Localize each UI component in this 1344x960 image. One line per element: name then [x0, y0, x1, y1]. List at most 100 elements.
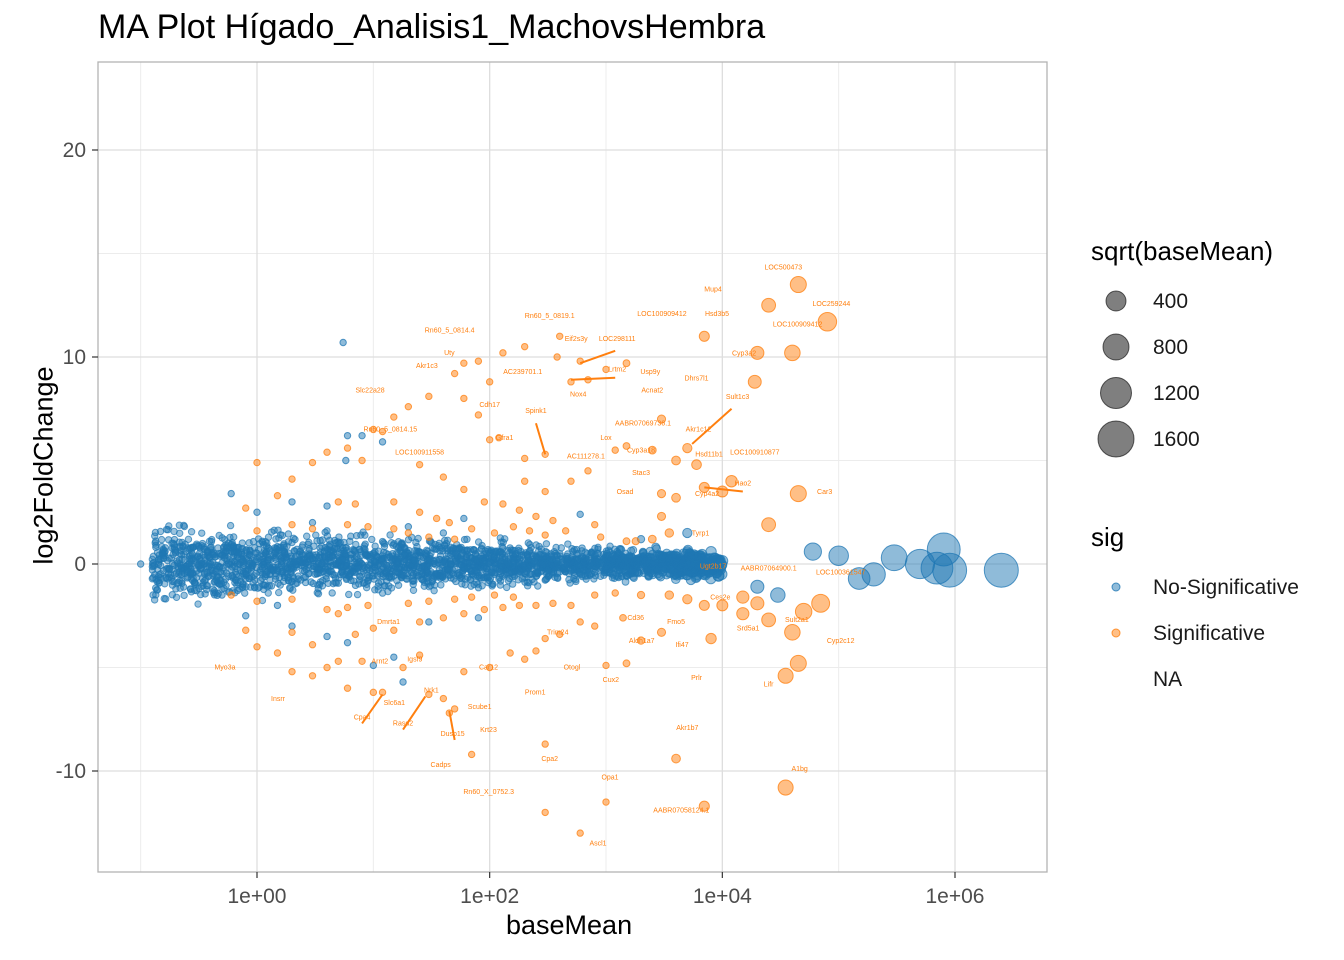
x-tick-label: 1e+06 — [926, 885, 985, 908]
gene-label: Uty — [444, 350, 455, 357]
sig-point — [334, 498, 343, 506]
sig-point — [811, 593, 831, 613]
ns-point — [323, 502, 331, 510]
ns-point — [682, 527, 693, 539]
sig-point — [515, 601, 524, 610]
ns-point — [303, 532, 311, 540]
sig-point — [480, 605, 489, 614]
ns-point — [308, 554, 317, 562]
x-tick-label: 1e+02 — [460, 885, 519, 908]
ns-point — [477, 545, 486, 554]
size-legend-label-1200: 1200 — [1153, 382, 1200, 405]
sig-point — [736, 607, 750, 621]
ns-point — [330, 560, 339, 568]
sig-point — [288, 667, 296, 676]
ns-point — [353, 590, 362, 599]
ns-point — [313, 570, 321, 578]
ns-point — [416, 552, 425, 560]
sig-point — [761, 517, 777, 533]
gene-label: Cyp3a2 — [732, 350, 756, 357]
sig-point — [705, 632, 717, 645]
gene-label: Ascl1 — [589, 841, 606, 848]
ns-point — [150, 596, 159, 604]
ns-point — [164, 525, 172, 534]
ns-point — [276, 581, 284, 589]
sig-point — [485, 436, 494, 444]
gene-label: Mup4 — [704, 286, 722, 293]
ns-point — [543, 548, 551, 557]
sig-point — [671, 455, 681, 466]
color-legend-label-na: NA — [1153, 668, 1183, 691]
ns-point — [510, 558, 518, 567]
ns-point — [209, 585, 217, 593]
sig-point — [323, 448, 331, 456]
sig-point — [474, 357, 483, 365]
y-tick-label: 20 — [63, 139, 86, 162]
gene-label: Prlr — [691, 675, 703, 682]
ns-point — [803, 542, 822, 561]
sig-point — [631, 537, 640, 546]
color-legend — [1111, 582, 1121, 638]
ns-point — [474, 538, 483, 546]
gene-label: Sult2a1 — [785, 617, 809, 624]
gene-label: Krt23 — [480, 727, 497, 734]
color-legend-key-significative — [1111, 628, 1121, 638]
ns-point — [343, 638, 352, 647]
ns-point — [828, 545, 849, 567]
ns-point — [409, 580, 417, 589]
sig-point — [576, 829, 584, 837]
x-axis: 1e+00 1e+02 1e+04 1e+06 — [228, 872, 985, 908]
ns-point — [157, 535, 166, 544]
ns-point — [861, 562, 886, 587]
sig-point — [602, 798, 610, 806]
ns-point — [231, 562, 239, 571]
ns-point — [270, 526, 278, 535]
gene-label: Fmo5 — [667, 619, 685, 626]
sig-point — [425, 392, 433, 401]
gene-label: AABR07069736.1 — [615, 421, 671, 428]
ns-point — [259, 540, 268, 549]
ns-point — [381, 560, 389, 569]
ns-point — [313, 589, 322, 597]
sig-point — [622, 359, 631, 368]
ns-point — [552, 556, 561, 564]
gene-label: Ces2e — [710, 594, 730, 601]
ns-point — [508, 580, 517, 588]
sig-point — [664, 590, 675, 600]
ns-point — [576, 510, 584, 519]
sig-point — [467, 593, 476, 601]
ns-point — [223, 555, 231, 563]
color-legend-key-no-significative — [1111, 582, 1121, 592]
sig-point — [567, 601, 575, 610]
ns-point — [339, 563, 347, 571]
sig-point — [242, 504, 250, 512]
ns-point — [424, 556, 432, 564]
ns-point — [565, 575, 573, 584]
sig-point — [611, 589, 619, 597]
sig-point — [520, 655, 529, 663]
ns-point — [366, 561, 374, 570]
sig-point — [323, 663, 331, 672]
ns-point — [262, 568, 271, 576]
ns-point — [207, 537, 216, 546]
ns-point — [288, 498, 296, 506]
ns-point — [585, 570, 593, 578]
ns-point — [357, 531, 365, 539]
sig-point — [399, 663, 407, 672]
sig-point — [490, 529, 499, 537]
ns-point — [508, 567, 516, 576]
sig-point — [532, 601, 540, 610]
sig-point — [415, 460, 424, 469]
ns-point — [491, 548, 500, 556]
ns-point — [398, 571, 407, 579]
ns-point — [288, 622, 296, 630]
ns-point — [168, 591, 177, 599]
sig-point — [253, 643, 261, 651]
sig-point — [351, 630, 360, 639]
ns-point — [218, 591, 226, 599]
ns-point — [437, 581, 445, 589]
ns-point — [304, 540, 312, 549]
ns-point — [201, 553, 209, 561]
sig-point — [308, 458, 317, 467]
ns-point — [219, 543, 228, 552]
